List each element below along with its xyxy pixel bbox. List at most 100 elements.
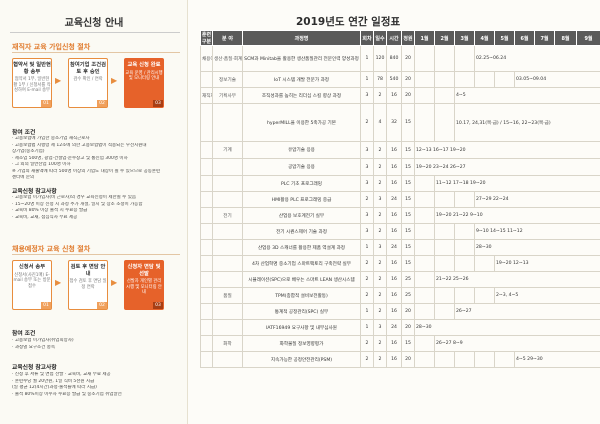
table-cell: 4차 산업혁명 중소기업 스마트팩토리 구축전략 실무 xyxy=(242,255,361,272)
table-cell: 15 xyxy=(401,175,415,192)
table-row: 전기 시퀀스제어 기술 과정 3 2 16 15 9~10 14~15 11~12 xyxy=(200,223,600,240)
table-cell: 16 xyxy=(386,87,402,104)
step-title: 신청서 송부 xyxy=(18,264,46,270)
table-cell: 02.25~06.24 xyxy=(474,45,600,72)
text-line: · 고용보험 미가입자(취업희망자) xyxy=(12,338,74,343)
employee-steps: 협약서 및 일반현황 송부 협약서 1부, 일반현황 1부 / 신청서를 작성하… xyxy=(12,58,188,110)
table-cell: 2 xyxy=(360,103,374,142)
table-cell: 전기 xyxy=(212,207,243,224)
table-cell: 15 xyxy=(401,239,415,256)
table-cell xyxy=(434,303,455,320)
table-cell: 채용예정자 xyxy=(200,45,213,72)
table-cell xyxy=(474,71,495,88)
table-cell: 2 xyxy=(360,351,374,368)
text-line: · 15~20명 이상 신청 시 과정 추가 개설, 일시 및 장소 조정이 가… xyxy=(12,201,143,207)
table-cell: 840 xyxy=(386,45,402,72)
table-cell xyxy=(200,141,213,159)
table-cell: 2 xyxy=(373,287,387,304)
table-cell xyxy=(200,103,213,142)
table-cell xyxy=(200,303,213,320)
table-cell xyxy=(434,191,455,208)
table-cell xyxy=(200,223,213,240)
table-cell: 3 xyxy=(360,207,374,224)
table-cell: 2 xyxy=(373,158,387,176)
table-cell: hyperMILL을 이용한 5축가공 기본 xyxy=(242,103,361,142)
table-cell xyxy=(454,191,475,208)
table-row: 4차 산업혁명 중소기업 스마트팩토리 구축전략 실무 2 2 16 15 19~20 1… xyxy=(200,255,600,272)
table-cell: 시뮬레이션(SPC)으로 배우는 스마트 LEAN 생산시스템 xyxy=(242,271,361,288)
trainee-procedure-heading: 채용예정자 교육 신청 절차 xyxy=(12,245,91,253)
column-header: 3월 xyxy=(454,30,475,46)
step-desc: 선발자 개인별 관리시행 및 모니터링 안내 xyxy=(126,279,162,296)
table-cell: 20 xyxy=(401,45,415,72)
column-header: 1월 xyxy=(414,30,435,46)
step-number: 02 xyxy=(97,302,107,309)
table-cell xyxy=(200,255,213,272)
step-desc: 접수 검토 후 면담 일정 연락 xyxy=(69,279,107,290)
table-row: HMI활용 PLC 프로그래밍 중급 2 3 24 15 27~29 22~24 xyxy=(200,191,600,208)
step-number: 01 xyxy=(41,100,51,107)
notes-text: · 고용보험 미가입자(비 근로자)의 경우 교육신청이 제한될 수 있음 · … xyxy=(12,195,184,221)
table-cell: 540 xyxy=(386,71,402,88)
column-header: 6월 xyxy=(514,30,535,46)
table-cell xyxy=(414,239,435,256)
table-cell xyxy=(434,103,455,142)
table-cell: 15 xyxy=(401,255,415,272)
table-cell xyxy=(454,71,475,88)
table-cell: 산업용 3D 스캐너를 활용한 제품 역설계 과정 xyxy=(242,239,361,256)
step-box: 교육 신청 완료 교육 운영 / 관리시행 및 모니터링 안내 03 xyxy=(124,58,164,108)
table-cell xyxy=(414,45,435,72)
table-cell xyxy=(200,335,213,352)
step-title: 신청자 면담 및 선발 xyxy=(127,264,161,277)
table-cell: 24 xyxy=(386,319,402,336)
table-cell: 15 xyxy=(401,103,415,142)
table-cell xyxy=(494,351,515,368)
conditions-text: · 고용보험 미가입자(취업희망자) · 과정별 요구조건 충족 xyxy=(12,338,184,351)
table-cell xyxy=(434,287,455,304)
table-cell xyxy=(414,335,435,352)
table-cell: 16 xyxy=(386,175,402,192)
table-cell xyxy=(212,191,243,208)
table-cell: 2 xyxy=(373,351,387,368)
column-header: 4월 xyxy=(474,30,495,46)
table-cell: 재직자 xyxy=(200,87,213,104)
table-cell xyxy=(212,223,243,240)
text-line: · 그 외의 일반산업 100명 이하 xyxy=(12,162,71,168)
table-cell xyxy=(212,271,243,288)
table-cell xyxy=(414,71,435,88)
step-number: 01 xyxy=(41,302,51,309)
table-cell: 2 xyxy=(373,223,387,240)
text-line: 센터에 문의 xyxy=(12,175,35,181)
table-cell xyxy=(434,223,455,240)
table-cell xyxy=(212,255,243,272)
conditions-heading: 참여 조건 xyxy=(12,130,36,136)
table-cell xyxy=(200,191,213,208)
text-line: · 교육비 80% 이상 출석 시 수료증 발급 xyxy=(12,208,88,214)
table-cell xyxy=(414,255,435,272)
table-header-row: 훈련구분 분 야 과정명 회차 일수 시간 정원 1월 2월 3월 4월 5월 6월 7월 8월 9월 xyxy=(200,30,600,46)
table-cell: 28~30 xyxy=(414,319,600,336)
table-cell xyxy=(212,158,243,176)
column-header: 회차 xyxy=(360,30,374,46)
table-cell: 15 xyxy=(401,191,415,208)
arrow-right-icon: ▶ xyxy=(55,278,62,287)
step-box: 협약서 및 일반현황 송부 협약서 1부, 일반현황 1부 / 신청서를 작성하… xyxy=(12,58,52,108)
conditions-heading: 참여 조건 xyxy=(12,331,36,337)
text-line: · 출석 80%이상 이수자 수료증 발급 및 중소기업 취업알선 xyxy=(12,391,122,397)
table-cell: 21~22 25~26 xyxy=(434,271,600,288)
table-cell: 15 xyxy=(401,207,415,224)
table-cell xyxy=(454,239,475,256)
table-cell: 15 xyxy=(401,223,415,240)
table-cell: 27~29 22~24 xyxy=(474,191,600,208)
column-header: 과정명 xyxy=(242,30,361,46)
table-cell xyxy=(212,303,243,320)
table-cell: 2 xyxy=(360,191,374,208)
table-cell: 4~5 29~30 xyxy=(514,351,600,368)
table-cell xyxy=(212,319,243,336)
divider xyxy=(12,254,180,255)
text-line: · 제조업 500명, 광업·건설업·운수창고 및 통신업 300명 이하 xyxy=(12,155,128,161)
text-line: ※ 기업의 재출액에 따라 500명 이상의 기업도 대상이 될 수 있으므로 … xyxy=(12,168,161,174)
table-cell: 19~20 12~13 xyxy=(494,255,600,272)
table-cell xyxy=(414,87,435,104)
